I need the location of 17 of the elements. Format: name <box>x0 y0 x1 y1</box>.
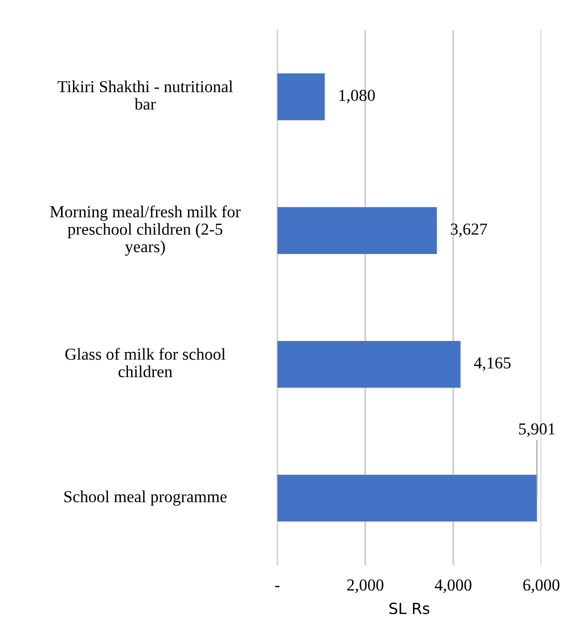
x-tick-label: - <box>275 586 280 588</box>
x-axis-title: SL Rs <box>389 602 430 614</box>
y-tick-label: Glass of milk for school children <box>65 348 226 378</box>
x-tick-label: 6,000 <box>523 579 560 594</box>
data-label: 4,165 <box>474 357 511 371</box>
bar <box>277 474 537 522</box>
y-tick-label: School meal programme <box>64 490 227 506</box>
x-tick-label: 2,000 <box>347 579 384 594</box>
data-label: 1,080 <box>339 90 375 104</box>
x-tick-label: 4,000 <box>434 579 472 594</box>
bar <box>277 340 461 388</box>
y-tick-label: Morning meal/fresh milk for preschool children (2-5 years) <box>50 205 241 256</box>
bar <box>277 73 325 120</box>
data-label: 3,627 <box>450 224 488 238</box>
data-label: 5,901 <box>519 423 555 437</box>
y-tick-label: Tikiri Shakthi - nutritional bar <box>58 80 233 110</box>
bar <box>277 207 437 254</box>
